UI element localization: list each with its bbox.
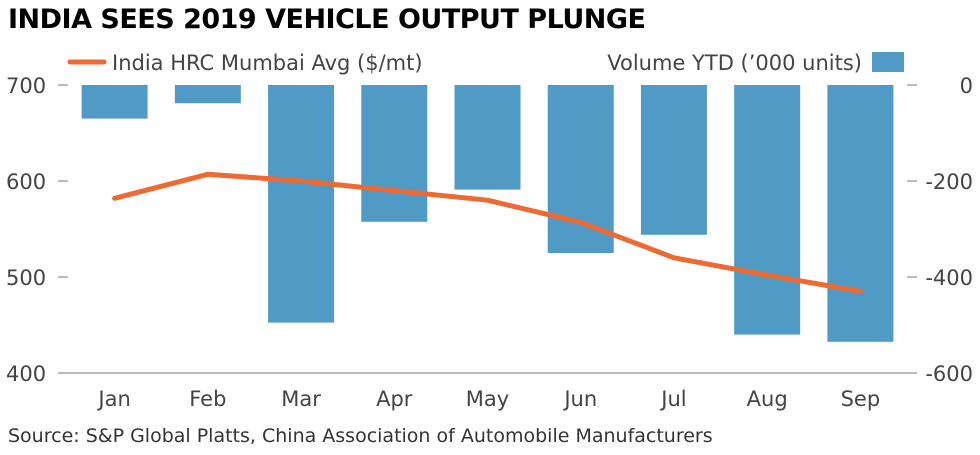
- bar-aug: [734, 85, 801, 335]
- x-tick-label: Jun: [562, 387, 597, 411]
- bar-may: [454, 85, 521, 190]
- bar-feb: [174, 85, 241, 104]
- x-tick-label: Jan: [96, 387, 130, 411]
- bar-jan: [81, 85, 148, 119]
- y-left-tick-label: 700: [6, 74, 46, 98]
- x-tick-label: Apr: [376, 387, 413, 411]
- bar-sep: [827, 85, 894, 342]
- chart-title: INDIA SEES 2019 VEHICLE OUTPUT PLUNGE: [8, 4, 646, 35]
- y-left-tick-label: 600: [6, 170, 46, 194]
- y-right-tick-label: 0: [960, 74, 973, 98]
- chart: 400 500 600 700 -600 -400 -200 0 Jan Feb Mar Apr May…: [6, 51, 973, 411]
- y-right-tick-label: -600: [925, 362, 973, 386]
- x-tick-label: Feb: [189, 387, 226, 411]
- bar-jul: [640, 85, 707, 235]
- tick-labels: 400 500 600 700 -600 -400 -200 0 Jan Feb Mar Apr May…: [6, 74, 973, 411]
- chart-axes: [58, 84, 917, 374]
- line-series: [112, 171, 863, 294]
- x-tick-label: Jul: [659, 387, 686, 411]
- y-left-tick-label: 500: [6, 266, 46, 290]
- legend-bar-label: Volume YTD (’000 units): [607, 51, 862, 75]
- line-hrc-price: [112, 171, 863, 294]
- y-right-tick-label: -400: [925, 266, 973, 290]
- bar-series: [81, 85, 894, 342]
- legend-line-label: India HRC Mumbai Avg ($/mt): [112, 51, 423, 75]
- x-tick-label: Aug: [747, 387, 788, 411]
- y-left-tick-label: 400: [6, 362, 46, 386]
- x-tick-label: Mar: [281, 387, 321, 411]
- legend: India HRC Mumbai Avg ($/mt) Volume YTD (…: [67, 51, 904, 75]
- bar-mar: [268, 85, 335, 323]
- x-tick-label: May: [466, 387, 509, 411]
- bar-jun: [547, 85, 614, 253]
- legend-bar-swatch: [872, 52, 904, 72]
- bar-apr: [361, 85, 428, 222]
- y-right-tick-label: -200: [925, 170, 973, 194]
- source-note: Source: S&P Global Platts, China Associa…: [8, 425, 713, 447]
- x-tick-label: Sep: [841, 387, 881, 411]
